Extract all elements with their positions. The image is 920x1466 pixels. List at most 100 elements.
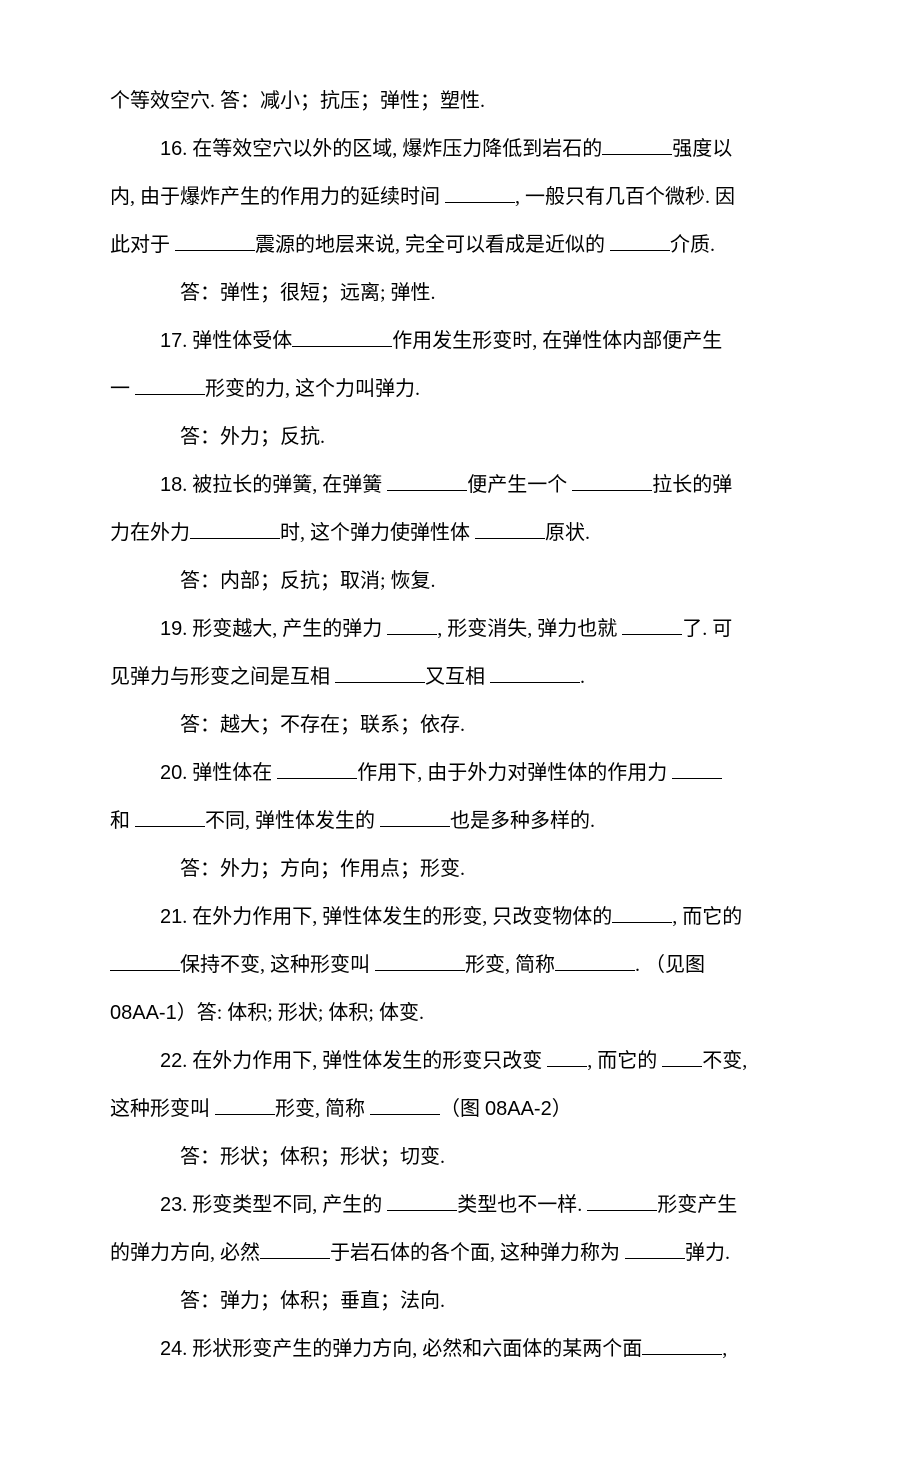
- text: 作用发生形变时, 在弹性体内部便产生: [392, 330, 722, 352]
- text: 答：形状；体积；形状；切变.: [180, 1146, 445, 1168]
- line-prev-tail: 个等效空穴. 答：减小；抗压；弹性；塑性.: [110, 80, 810, 122]
- text: 形变, 简称: [275, 1098, 365, 1120]
- fig-ref-08aa2: 08AA-2: [485, 1098, 552, 1120]
- text: 了. 可: [682, 618, 732, 640]
- text: 答：弹性；很短；远离; 弹性.: [180, 282, 436, 304]
- q19-line2: 见弹力与形变之间是互相 又互相 .: [110, 656, 810, 698]
- text: 形变, 简称: [465, 954, 555, 976]
- blank: [375, 951, 465, 971]
- text: 拉长的弹: [652, 474, 732, 496]
- text: , 一般只有几百个微秒. 因: [515, 186, 735, 208]
- text: 这种形变叫: [110, 1098, 210, 1120]
- blank: [445, 183, 515, 203]
- blank: [135, 807, 205, 827]
- blank: [135, 375, 205, 395]
- a23: 答：弹力；体积；垂直；法向.: [110, 1280, 810, 1322]
- a16: 答：弹性；很短；远离; 弹性.: [110, 272, 810, 314]
- q17-line2: 一 形变的力, 这个力叫弹力.: [110, 368, 810, 410]
- text: ,: [722, 1338, 727, 1360]
- blank: [587, 1191, 657, 1211]
- text: 答：弹力；体积；垂直；法向.: [180, 1290, 445, 1312]
- a18: 答：内部；反抗；取消; 恢复.: [110, 560, 810, 602]
- qnum-18: 18: [160, 474, 182, 496]
- qnum-22: 22: [160, 1050, 182, 1072]
- text: 的弹力方向, 必然: [110, 1242, 260, 1264]
- text: , 形变消失, 弹力也就: [437, 618, 617, 640]
- text: . 在等效空穴以外的区域, 爆炸压力降低到岩石的: [182, 138, 602, 160]
- text: 震源的地层来说, 完全可以看成是近似的: [255, 234, 605, 256]
- qnum-20: 20: [160, 762, 182, 784]
- text: 一: [110, 378, 130, 400]
- text: 时, 这个弹力使弹性体: [280, 522, 470, 544]
- q16-line3: 此对于 震源的地层来说, 完全可以看成是近似的 介质.: [110, 224, 810, 266]
- blank: [292, 327, 392, 347]
- text: 也是多种多样的.: [450, 810, 595, 832]
- text: 答：内部；反抗；取消; 恢复.: [180, 570, 436, 592]
- text: 类型也不一样.: [457, 1194, 582, 1216]
- a19: 答：越大；不存在；联系；依存.: [110, 704, 810, 746]
- text: 不同, 弹性体发生的: [205, 810, 375, 832]
- blank: [547, 1047, 587, 1067]
- text: . 在外力作用下, 弹性体发生的形变只改变: [182, 1050, 542, 1072]
- text: ）: [552, 1098, 572, 1120]
- blank: [260, 1239, 330, 1259]
- text: 答：外力；反抗.: [180, 426, 325, 448]
- text: . 形变越大, 产生的弹力: [182, 618, 382, 640]
- q16-line2: 内, 由于爆炸产生的作用力的延续时间 , 一般只有几百个微秒. 因: [110, 176, 810, 218]
- q23-line2: 的弹力方向, 必然 于岩石体的各个面, 这种弹力称为 弹力.: [110, 1232, 810, 1274]
- blank: [572, 471, 652, 491]
- q21-line2: 保持不变, 这种形变叫 形变, 简称. （见图: [110, 944, 810, 986]
- blank: [380, 807, 450, 827]
- text: 强度以: [672, 138, 732, 160]
- text: 形变的力, 这个力叫弹力.: [205, 378, 420, 400]
- text: 弹力.: [685, 1242, 730, 1264]
- text: . （见图: [635, 954, 705, 976]
- text: 便产生一个: [467, 474, 567, 496]
- text: 答：外力；方向；作用点；形变.: [180, 858, 465, 880]
- blank: [387, 1191, 457, 1211]
- text: .: [580, 666, 585, 688]
- a20: 答：外力；方向；作用点；形变.: [110, 848, 810, 890]
- blank: [370, 1095, 440, 1115]
- blank: [215, 1095, 275, 1115]
- text: 于岩石体的各个面, 这种弹力称为: [330, 1242, 620, 1264]
- blank: [625, 1239, 685, 1259]
- blank: [387, 615, 437, 635]
- qnum-17: 17: [160, 330, 182, 352]
- text: 见弹力与形变之间是互相: [110, 666, 330, 688]
- text: , 而它的: [672, 906, 742, 928]
- blank: [610, 231, 670, 251]
- text: ）答: 体积; 形状; 体积; 体变.: [177, 1002, 424, 1024]
- q18-line2: 力在外力时, 这个弹力使弹性体 原状.: [110, 512, 810, 554]
- q19-line1: 19. 形变越大, 产生的弹力 , 形变消失, 弹力也就 了. 可: [110, 608, 810, 650]
- q21-line3: 08AA-1）答: 体积; 形状; 体积; 体变.: [110, 992, 810, 1034]
- q18-line1: 18. 被拉长的弹簧, 在弹簧 便产生一个 拉长的弹: [110, 464, 810, 506]
- text: 又互相: [425, 666, 485, 688]
- qnum-21: 21: [160, 906, 182, 928]
- blank: [555, 951, 635, 971]
- text: 作用下, 由于外力对弹性体的作用力: [357, 762, 667, 784]
- q20-line1: 20. 弹性体在 作用下, 由于外力对弹性体的作用力: [110, 752, 810, 794]
- q21-line1: 21. 在外力作用下, 弹性体发生的形变, 只改变物体的, 而它的: [110, 896, 810, 938]
- qnum-16: 16: [160, 138, 182, 160]
- blank: [110, 951, 180, 971]
- blank: [190, 519, 280, 539]
- blank: [612, 903, 672, 923]
- text: 内, 由于爆炸产生的作用力的延续时间: [110, 186, 440, 208]
- text: . 形变类型不同, 产生的: [182, 1194, 382, 1216]
- qnum-19: 19: [160, 618, 182, 640]
- blank: [387, 471, 467, 491]
- text: 和: [110, 810, 130, 832]
- blank: [642, 1335, 722, 1355]
- text: . 弹性体在: [182, 762, 272, 784]
- text: . 被拉长的弹簧, 在弹簧: [182, 474, 382, 496]
- qnum-23: 23: [160, 1194, 182, 1216]
- document-page: 个等效空穴. 答：减小；抗压；弹性；塑性. 16. 在等效空穴以外的区域, 爆炸…: [0, 0, 920, 1466]
- q20-line2: 和 不同, 弹性体发生的 也是多种多样的.: [110, 800, 810, 842]
- q23-line1: 23. 形变类型不同, 产生的 类型也不一样. 形变产生: [110, 1184, 810, 1226]
- blank: [175, 231, 255, 251]
- text: 此对于: [110, 234, 170, 256]
- q17-line1: 17. 弹性体受体作用发生形变时, 在弹性体内部便产生: [110, 320, 810, 362]
- text: 原状.: [545, 522, 590, 544]
- text: （图: [440, 1098, 485, 1120]
